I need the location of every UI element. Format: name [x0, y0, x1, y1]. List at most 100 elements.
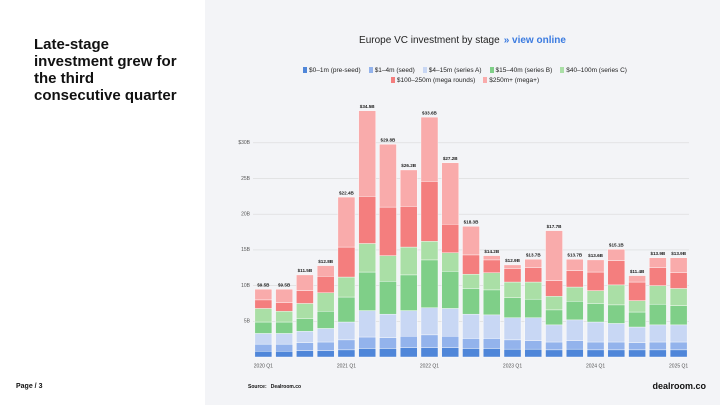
- total-label: $26.2B: [401, 163, 416, 168]
- bar-segment: [628, 349, 646, 358]
- legend-label: $1–4m (seed): [374, 67, 415, 74]
- source-label: Source:: [248, 384, 267, 390]
- total-label: $18.3B: [464, 220, 479, 225]
- bar-segment: [566, 258, 584, 271]
- bar-segment: [379, 144, 397, 208]
- bar-segment: [503, 339, 522, 350]
- bar-segment: [483, 314, 501, 339]
- bar-segment: [607, 249, 626, 261]
- bar-segment: [441, 336, 459, 348]
- bar-segment: [316, 341, 335, 351]
- y-tick-label: 25B: [241, 176, 251, 182]
- headline: Late-stage investment grew for the third…: [34, 36, 177, 104]
- bar-segment: [524, 340, 542, 350]
- bar-segment: [545, 324, 563, 343]
- bar-segment: [420, 116, 439, 182]
- bar-segment: [649, 349, 667, 358]
- legend-swatch: [422, 67, 427, 73]
- total-label: $13.9B: [671, 251, 686, 256]
- total-label: $27.2B: [443, 156, 458, 161]
- bar-segment: [296, 274, 314, 291]
- bar-segment: [275, 351, 293, 358]
- bar-segment: [462, 273, 480, 289]
- bar-segment: [400, 169, 418, 207]
- view-online-link[interactable]: » view online: [503, 35, 566, 46]
- y-tick-label: 5B: [244, 319, 251, 325]
- bar-segment: [254, 321, 273, 334]
- bar-segment: [337, 196, 356, 248]
- bar-segment: [316, 328, 335, 343]
- bar-segment: [379, 255, 397, 282]
- total-label: $9.5B: [257, 282, 270, 287]
- bar-segment: [649, 324, 667, 343]
- bar-segment: [649, 341, 667, 351]
- bar-segment: [316, 311, 335, 329]
- bar-segment: [669, 305, 688, 326]
- bar-segment: [400, 310, 418, 337]
- bar-segment: [483, 289, 501, 316]
- total-label: $17.7B: [547, 224, 562, 229]
- total-label: $13.7B: [567, 252, 582, 257]
- bar-segment: [586, 290, 605, 304]
- bar-segment: [420, 241, 439, 261]
- legend-label: $0–1m (pre-seed): [309, 67, 361, 74]
- bar-segment: [607, 341, 626, 351]
- bar-segment: [316, 350, 335, 358]
- bar-segment: [254, 351, 273, 358]
- bar-segment: [545, 349, 563, 358]
- x-tick-label: 2023 Q1: [503, 363, 522, 369]
- bar-segment: [669, 341, 688, 351]
- x-tick-label: 2022 Q1: [420, 363, 439, 369]
- bar-segment: [254, 308, 273, 323]
- bar-segment: [462, 338, 480, 349]
- legend-item: $15–40m (series B): [489, 67, 552, 74]
- legend-item: $1–4m (seed): [368, 67, 415, 74]
- legend-swatch: [303, 67, 308, 73]
- total-label: $13.6B: [588, 253, 603, 258]
- bar-segment: [483, 255, 501, 261]
- bar-segment: [483, 338, 501, 349]
- bar-segment: [503, 317, 522, 341]
- bar-segment: [503, 281, 522, 298]
- legend-label: $4–15m (series A): [428, 67, 482, 74]
- x-tick-label: 2025 Q1: [669, 363, 688, 369]
- bar-segment: [566, 319, 584, 341]
- total-label: $11.4B: [630, 269, 645, 274]
- bar-segment: [296, 303, 314, 319]
- bar-segment: [337, 321, 356, 341]
- bar-segment: [400, 336, 418, 348]
- bar-segment: [503, 268, 522, 283]
- bar-segment: [462, 254, 480, 275]
- bar-segment: [628, 311, 646, 328]
- bar-segment: [586, 259, 605, 273]
- bar-segment: [296, 350, 314, 358]
- bar-segment: [337, 349, 356, 358]
- bar-segment: [628, 300, 646, 313]
- bar-segment: [607, 323, 626, 343]
- bar-segment: [441, 271, 459, 309]
- legend: $0–1m (pre-seed) $1–4m (seed) $4–15m (seri…: [270, 67, 660, 84]
- bar-segment: [275, 288, 293, 303]
- chart-title: Europe VC investment by stage: [359, 35, 500, 46]
- bar-segment: [524, 317, 542, 341]
- source-name: Dealroom.co: [270, 384, 302, 390]
- total-label: $12.9B: [505, 258, 520, 263]
- bar-segment: [400, 246, 418, 276]
- total-label: $14.2B: [484, 249, 499, 254]
- bar-segment: [358, 196, 376, 244]
- bar-segment: [483, 272, 501, 291]
- legend-item: $4–15m (series A): [422, 67, 482, 74]
- bar-segment: [420, 181, 439, 242]
- bar-segment: [275, 311, 293, 323]
- source: Source: Dealroom.co: [248, 384, 301, 390]
- bar-segment: [358, 243, 376, 273]
- legend-swatch: [560, 67, 565, 73]
- bar-segment: [503, 297, 522, 318]
- total-label: $15.1B: [609, 242, 624, 247]
- total-label: $11.5B: [298, 268, 313, 273]
- bar-segment: [503, 264, 522, 269]
- bar-segment: [337, 276, 356, 298]
- legend-swatch: [390, 77, 395, 83]
- bar-segment: [524, 281, 542, 300]
- bar-segment: [441, 224, 459, 253]
